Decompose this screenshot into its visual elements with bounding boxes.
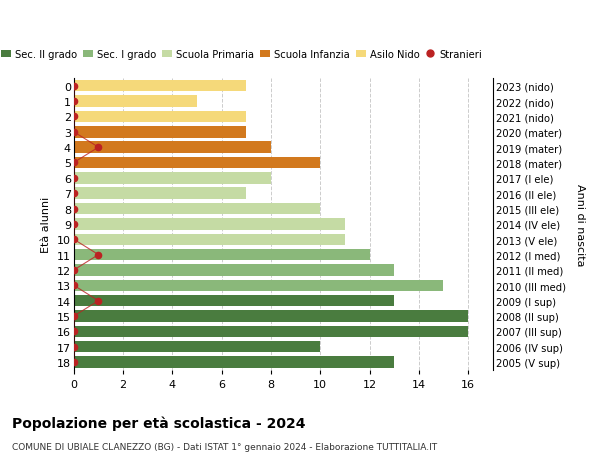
Y-axis label: Età alunni: Età alunni [41, 196, 52, 252]
Bar [74, 203, 320, 215]
Legend: Sec. II grado, Sec. I grado, Scuola Primaria, Scuola Infanzia, Asilo Nido, Stran: Sec. II grado, Sec. I grado, Scuola Prim… [0, 46, 486, 64]
Bar [74, 81, 247, 92]
Bar [74, 142, 271, 154]
Bar [74, 157, 320, 169]
Bar [74, 173, 271, 184]
Bar [74, 112, 247, 123]
Text: Popolazione per età scolastica - 2024: Popolazione per età scolastica - 2024 [12, 415, 305, 430]
Bar [74, 127, 247, 138]
Bar [74, 280, 443, 291]
Bar [74, 295, 394, 307]
Bar [74, 341, 320, 353]
Bar [74, 357, 394, 368]
Bar [74, 218, 345, 230]
Text: COMUNE DI UBIALE CLANEZZO (BG) - Dati ISTAT 1° gennaio 2024 - Elaborazione TUTTI: COMUNE DI UBIALE CLANEZZO (BG) - Dati IS… [12, 442, 437, 451]
Bar [74, 234, 345, 246]
Bar [74, 96, 197, 107]
Bar [74, 265, 394, 276]
Y-axis label: Anni di nascita: Anni di nascita [575, 183, 585, 266]
Bar [74, 249, 370, 261]
Bar [74, 311, 468, 322]
Bar [74, 188, 247, 200]
Bar [74, 326, 468, 337]
